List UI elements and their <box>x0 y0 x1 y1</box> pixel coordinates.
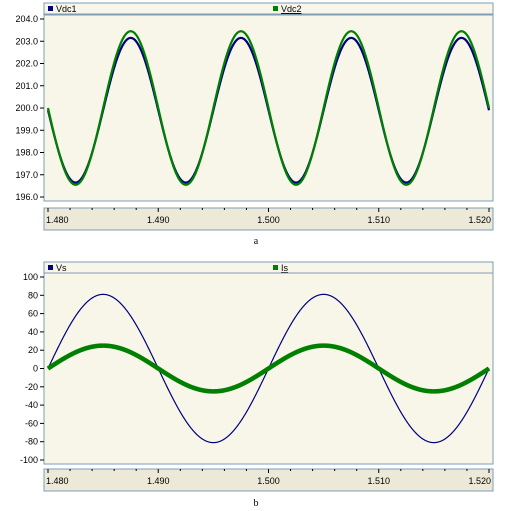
panel-b-legend-bar <box>43 261 494 274</box>
legend-label-vs: Vs <box>56 263 67 273</box>
y-tick-label: 204.0 <box>15 14 38 24</box>
y-tick-label: 80 <box>28 290 38 300</box>
panel-a-series <box>46 30 491 186</box>
legend-swatch-is <box>273 265 278 270</box>
y-tick-label: -80 <box>25 437 38 447</box>
x-tick-label: 1.480 <box>46 215 69 225</box>
y-tick-label: 203.0 <box>15 36 38 46</box>
legend-label-vdc1: Vdc1 <box>56 4 77 14</box>
panel-b-x-axis: 1.480 1.490 1.500 1.510 1.520 <box>46 469 491 486</box>
legend-label-is: Is <box>281 263 289 273</box>
legend-label-vdc2: Vdc2 <box>281 4 302 14</box>
x-tick-label: 1.490 <box>147 215 170 225</box>
y-tick-label: 202.0 <box>15 59 38 69</box>
y-tick-label: 0 <box>33 364 38 374</box>
y-tick-label: 100 <box>23 272 38 282</box>
y-tick-label: 201.0 <box>15 81 38 91</box>
panel-b: Vs Is 100 80 60 40 20 0 -20 -40 -60 -80 -100 1.480… <box>20 261 494 509</box>
x-tick-label: 1.500 <box>257 215 280 225</box>
x-tick-label: 1.510 <box>367 476 390 486</box>
panel-a-caption: a <box>254 236 259 247</box>
panel-a-x-axis: 1.480 1.490 1.500 1.510 1.520 <box>46 208 491 225</box>
y-tick-label: 197.0 <box>15 170 38 180</box>
panel-a-legend-bar <box>43 2 494 15</box>
y-tick-label: -100 <box>20 455 38 465</box>
panel-b-caption: b <box>254 498 259 509</box>
y-tick-label: 196.0 <box>15 192 38 202</box>
y-tick-label: 199.0 <box>15 125 38 135</box>
y-tick-label: -40 <box>25 400 38 410</box>
y-tick-label: 200.0 <box>15 103 38 113</box>
legend-swatch-vdc2 <box>273 6 278 11</box>
y-tick-label: 20 <box>28 345 38 355</box>
x-tick-label: 1.480 <box>46 476 69 486</box>
y-tick-label: 60 <box>28 309 38 319</box>
panel-b-y-axis: 100 80 60 40 20 0 -20 -40 -60 -80 -100 <box>20 272 44 465</box>
panel-a-y-axis: 196.0 197.0 198.0 199.0 200.0 201.0 202.0 203.0… <box>15 14 44 202</box>
y-tick-label: -60 <box>25 418 38 428</box>
x-tick-label: 1.520 <box>468 215 491 225</box>
x-tick-label: 1.490 <box>147 476 170 486</box>
legend-swatch-vdc1 <box>48 6 53 11</box>
legend-swatch-vs <box>48 265 53 270</box>
x-tick-label: 1.520 <box>468 476 491 486</box>
series-line-is-core <box>47 345 490 392</box>
panel-b-series <box>46 293 491 444</box>
panel-a: Vdc1 Vdc2 196.0 197.0 198.0 199.0 200.0 201.0… <box>15 2 494 247</box>
x-tick-label: 1.500 <box>257 476 280 486</box>
series-line-vdc2 <box>46 30 491 186</box>
x-tick-label: 1.510 <box>367 215 390 225</box>
y-tick-label: 198.0 <box>15 148 38 158</box>
y-tick-label: -20 <box>25 382 38 392</box>
y-tick-label: 40 <box>28 327 38 337</box>
